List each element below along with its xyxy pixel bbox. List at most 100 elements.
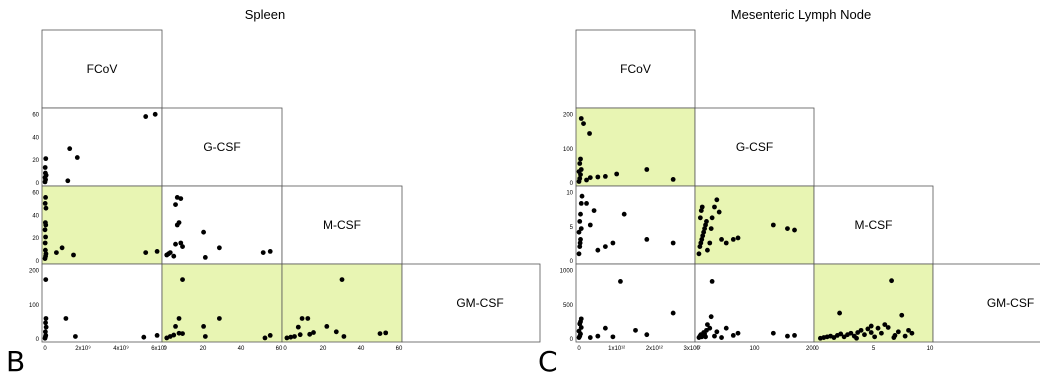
data-point-g-csf-vs-fcov bbox=[584, 177, 589, 183]
data-point-g-csf-vs-fcov bbox=[143, 114, 149, 119]
y-tick-label: 0 bbox=[36, 181, 40, 187]
data-point-m-csf-vs-fcov bbox=[670, 240, 676, 246]
data-point-gm-csf-vs-fcov bbox=[602, 325, 608, 331]
data-point-gm-csf-vs-g-csf bbox=[180, 331, 185, 336]
data-point-m-csf-vs-g-csf bbox=[176, 220, 182, 226]
data-point-g-csf-vs-fcov bbox=[644, 167, 650, 172]
data-point-m-csf-vs-fcov bbox=[43, 205, 49, 211]
data-point-gm-csf-vs-m-csf bbox=[906, 327, 911, 333]
scatter-cell-m-csf-vs-g-csf bbox=[694, 185, 815, 265]
data-point-gm-csf-vs-g-csf bbox=[792, 333, 797, 338]
data-point-gm-csf-vs-m-csf bbox=[882, 322, 888, 327]
data-point-m-csf-vs-g-csf bbox=[267, 249, 273, 254]
x-tick-label: 3x10¹² bbox=[683, 346, 700, 352]
data-point-m-csf-vs-g-csf bbox=[173, 202, 178, 208]
data-point-gm-csf-vs-fcov bbox=[43, 324, 49, 330]
scatter-cell-m-csf-vs-fcov bbox=[575, 185, 696, 265]
data-point-m-csf-vs-fcov bbox=[143, 250, 149, 256]
data-point-m-csf-vs-fcov bbox=[578, 211, 583, 217]
mln-matrix: FCoVG-CSFM-CSFGM-CSF01002000510050010000… bbox=[560, 29, 1040, 352]
data-point-m-csf-vs-fcov bbox=[43, 251, 49, 257]
data-point-m-csf-vs-fcov bbox=[42, 220, 48, 226]
data-point-gm-csf-vs-fcov bbox=[43, 333, 49, 338]
data-point-gm-csf-vs-m-csf bbox=[284, 335, 290, 341]
y-tick-label: 0 bbox=[570, 337, 574, 343]
data-point-gm-csf-vs-m-csf bbox=[288, 334, 294, 340]
data-point-gm-csf-vs-fcov bbox=[578, 325, 584, 330]
data-point-gm-csf-vs-m-csf bbox=[324, 324, 330, 329]
data-point-gm-csf-vs-g-csf bbox=[730, 333, 736, 338]
data-point-m-csf-vs-g-csf bbox=[201, 229, 206, 235]
data-point-gm-csf-vs-m-csf bbox=[872, 334, 878, 340]
data-point-gm-csf-vs-m-csf bbox=[339, 277, 345, 282]
variable-label-fcov: FCoV bbox=[620, 62, 651, 76]
variable-label-gm-csf: GM-CSF bbox=[987, 296, 1034, 310]
data-point-gm-csf-vs-m-csf bbox=[341, 334, 347, 339]
data-point-m-csf-vs-g-csf bbox=[723, 240, 729, 246]
x-tick-label: 10 bbox=[927, 346, 934, 352]
data-point-g-csf-vs-fcov bbox=[42, 170, 48, 176]
data-point-gm-csf-vs-fcov bbox=[43, 316, 49, 321]
data-point-g-csf-vs-fcov bbox=[602, 174, 608, 179]
scatter-cell-gm-csf-vs-g-csf bbox=[161, 263, 283, 343]
diagonal-cell-gm-csf bbox=[401, 263, 541, 343]
data-point-m-csf-vs-fcov bbox=[579, 193, 585, 199]
data-point-gm-csf-vs-m-csf bbox=[889, 278, 894, 284]
data-point-g-csf-vs-fcov bbox=[152, 111, 158, 117]
data-point-gm-csf-vs-m-csf bbox=[305, 316, 311, 321]
data-point-m-csf-vs-fcov bbox=[54, 250, 59, 256]
y-tick-label: 500 bbox=[563, 303, 574, 309]
x-tick-label: 2x10¹² bbox=[646, 346, 663, 352]
data-point-m-csf-vs-fcov bbox=[154, 249, 160, 254]
data-point-gm-csf-vs-g-csf bbox=[770, 330, 776, 336]
scatter-cell-g-csf-vs-fcov bbox=[41, 107, 163, 187]
data-point-gm-csf-vs-m-csf bbox=[311, 330, 316, 335]
data-point-gm-csf-vs-m-csf bbox=[899, 312, 905, 318]
y-tick-label: 20 bbox=[32, 236, 39, 242]
y-tick-label: 0 bbox=[570, 259, 574, 265]
x-tick-label: 40 bbox=[238, 346, 245, 352]
x-tick-label: 60 bbox=[396, 346, 403, 352]
scatter-cell-gm-csf-vs-fcov bbox=[41, 263, 163, 343]
data-point-g-csf-vs-fcov bbox=[578, 156, 583, 162]
data-point-gm-csf-vs-m-csf bbox=[879, 330, 884, 336]
data-point-m-csf-vs-fcov bbox=[578, 237, 583, 242]
data-point-gm-csf-vs-m-csf bbox=[858, 327, 864, 333]
data-point-m-csf-vs-g-csf bbox=[699, 237, 705, 242]
data-point-gm-csf-vs-m-csf bbox=[868, 330, 874, 335]
data-point-gm-csf-vs-m-csf bbox=[307, 331, 313, 337]
data-point-gm-csf-vs-g-csf bbox=[735, 330, 741, 336]
data-point-m-csf-vs-fcov bbox=[610, 240, 616, 246]
y-tick-label: 40 bbox=[32, 135, 39, 141]
y-tick-label: 0 bbox=[570, 181, 574, 187]
data-point-m-csf-vs-g-csf bbox=[216, 245, 222, 251]
data-point-gm-csf-vs-g-csf bbox=[703, 334, 708, 340]
data-point-gm-csf-vs-m-csf bbox=[383, 330, 389, 336]
data-point-gm-csf-vs-fcov bbox=[154, 333, 160, 338]
data-point-m-csf-vs-g-csf bbox=[719, 237, 724, 242]
data-point-g-csf-vs-fcov bbox=[67, 146, 73, 152]
data-point-g-csf-vs-fcov bbox=[587, 175, 593, 181]
y-tick-label: 40 bbox=[32, 213, 39, 219]
diagonal-cell-fcov bbox=[575, 29, 696, 109]
data-point-m-csf-vs-g-csf bbox=[173, 241, 178, 247]
data-point-m-csf-vs-g-csf bbox=[202, 255, 208, 260]
data-point-g-csf-vs-fcov bbox=[581, 121, 586, 126]
data-point-gm-csf-vs-m-csf bbox=[865, 326, 871, 332]
spleen-matrix: FCoVG-CSFM-CSFGM-CSF02040600204060010020… bbox=[29, 29, 541, 352]
variable-label-g-csf: G-CSF bbox=[203, 140, 240, 154]
data-point-g-csf-vs-fcov bbox=[65, 178, 71, 184]
data-point-g-csf-vs-fcov bbox=[42, 165, 48, 170]
data-point-m-csf-vs-fcov bbox=[591, 208, 597, 214]
data-point-gm-csf-vs-m-csf bbox=[333, 329, 339, 335]
x-tick-label: 100 bbox=[749, 346, 760, 352]
data-point-gm-csf-vs-m-csf bbox=[848, 330, 854, 336]
variable-label-fcov: FCoV bbox=[87, 62, 118, 76]
x-tick-label: 200 bbox=[806, 346, 817, 352]
data-point-m-csf-vs-fcov bbox=[42, 227, 48, 233]
data-point-m-csf-vs-g-csf bbox=[178, 240, 184, 246]
diagonal-cell-m-csf bbox=[813, 185, 934, 265]
y-tick-label: 0 bbox=[36, 337, 40, 343]
y-tick-label: 100 bbox=[29, 303, 40, 309]
